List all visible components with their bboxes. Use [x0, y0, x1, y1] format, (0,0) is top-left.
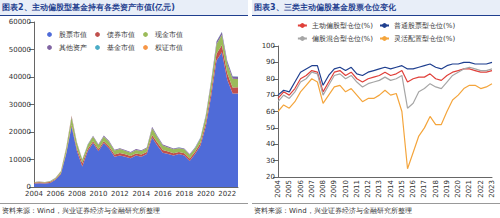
svg-text:60000: 60000: [9, 18, 31, 26]
svg-text:50000: 50000: [9, 45, 31, 53]
svg-text:20: 20: [266, 173, 275, 181]
svg-text:80: 80: [266, 75, 275, 83]
svg-text:60: 60: [266, 107, 275, 115]
svg-text:2020: 2020: [454, 180, 462, 198]
html-text:资料来源：Wind，兴业证券经济与金融研究所整理: 资料来源：Wind，兴业证券经济与金融研究所整理: [254, 207, 412, 215]
svg-text:2016: 2016: [409, 179, 417, 197]
svg-text:现金市值: 现金市值: [155, 30, 183, 38]
svg-text:2013: 2013: [375, 180, 383, 198]
svg-text:50: 50: [266, 124, 275, 132]
svg-text:2022: 2022: [218, 189, 236, 197]
svg-text:2018: 2018: [175, 189, 193, 197]
svg-text:股票市值: 股票市值: [59, 30, 87, 38]
svg-text:40: 40: [266, 140, 275, 148]
html-text:图表3、三类主动偏股基金股票仓位变化: 图表3、三类主动偏股基金股票仓位变化: [254, 3, 396, 12]
svg-text:2006: 2006: [47, 189, 65, 197]
svg-text:90: 90: [266, 58, 275, 66]
svg-text:2012: 2012: [111, 189, 129, 197]
svg-text:基金市值: 基金市值: [107, 43, 135, 51]
svg-text:主动偏股型仓位(%): 主动偏股型仓位(%): [312, 21, 373, 29]
svg-text:偏股混合型仓位(%): 偏股混合型仓位(%): [312, 34, 373, 42]
svg-text:2022: 2022: [477, 180, 485, 198]
svg-text:2015: 2015: [398, 180, 406, 198]
svg-text:100: 100: [262, 42, 275, 50]
svg-text:2021: 2021: [465, 180, 473, 198]
svg-text:10000: 10000: [9, 155, 31, 163]
svg-text:2007: 2007: [308, 180, 316, 198]
svg-text:2004: 2004: [25, 189, 43, 197]
html-text:图表2、主动偏股型基金持有各类资产市值(亿元): 图表2、主动偏股型基金持有各类资产市值(亿元): [2, 3, 175, 12]
svg-text:70: 70: [266, 91, 275, 99]
svg-text:债券市值: 债券市值: [107, 30, 135, 38]
svg-text:2008: 2008: [68, 189, 86, 197]
svg-text:40000: 40000: [9, 73, 31, 81]
svg-text:2004: 2004: [274, 179, 282, 197]
svg-text:2016: 2016: [154, 189, 172, 197]
svg-text:20000: 20000: [9, 128, 31, 136]
svg-text:2009: 2009: [330, 180, 338, 198]
svg-text:2020: 2020: [197, 189, 215, 197]
svg-text:2014: 2014: [387, 179, 395, 197]
svg-text:30: 30: [266, 157, 275, 165]
svg-text:2006: 2006: [297, 179, 305, 197]
svg-text:2011: 2011: [353, 180, 361, 198]
svg-text:2010: 2010: [90, 189, 108, 197]
svg-text:2008: 2008: [319, 180, 327, 198]
svg-text:2012: 2012: [364, 180, 372, 198]
svg-text:权证市值: 权证市值: [154, 43, 183, 51]
svg-text:2017: 2017: [420, 180, 428, 198]
svg-text:普通股票型仓位(%): 普通股票型仓位(%): [394, 20, 455, 29]
html-text:资料来源：Wind，兴业证券经济与金融研究所整理: 资料来源：Wind，兴业证券经济与金融研究所整理: [2, 207, 160, 215]
svg-text:2010: 2010: [342, 180, 350, 198]
svg-text:0: 0: [26, 182, 31, 191]
svg-text:灵活配置型仓位(%): 灵活配置型仓位(%): [394, 34, 455, 42]
svg-text:2005: 2005: [285, 180, 293, 198]
svg-text:2023: 2023: [488, 180, 496, 198]
svg-text:2019: 2019: [443, 180, 451, 198]
svg-text:30000: 30000: [9, 100, 31, 108]
svg-text:2018: 2018: [432, 180, 440, 198]
svg-text:2014: 2014: [132, 189, 150, 197]
svg-text:其他资产: 其他资产: [59, 43, 87, 51]
